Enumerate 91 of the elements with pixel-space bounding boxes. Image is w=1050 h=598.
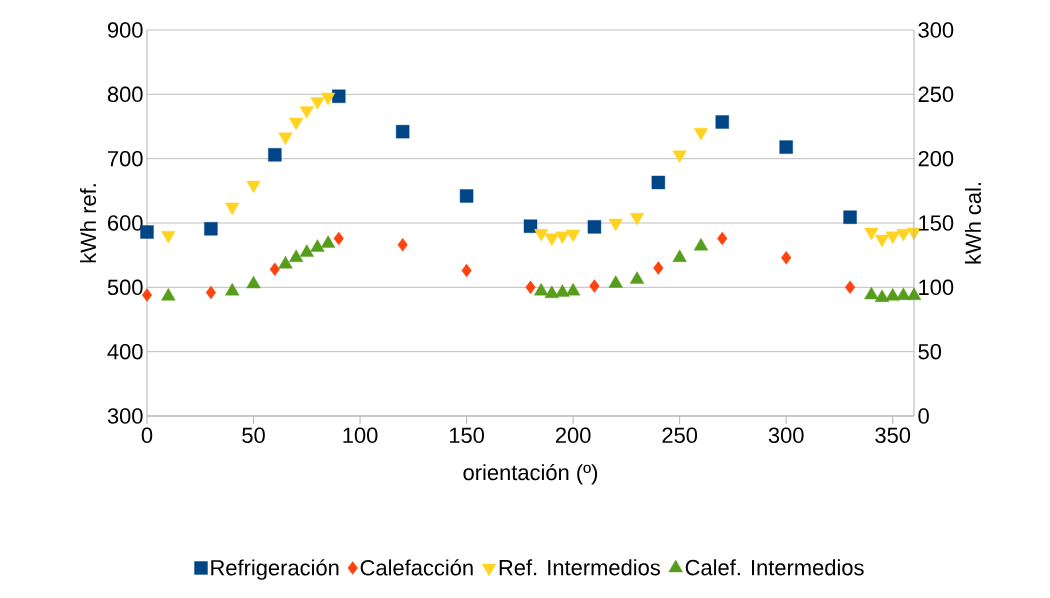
point bbox=[544, 233, 559, 246]
point bbox=[629, 271, 645, 284]
y2-tick-label: 250 bbox=[918, 86, 954, 103]
point bbox=[204, 222, 218, 236]
point bbox=[715, 115, 729, 129]
legend-label: Calefacción bbox=[360, 559, 473, 576]
point bbox=[278, 255, 293, 269]
x-tick-label: 0 bbox=[141, 427, 153, 444]
legend-label: Calef. Intermedios bbox=[685, 559, 864, 576]
point bbox=[565, 282, 581, 296]
x-tick-label: 300 bbox=[768, 427, 804, 444]
point bbox=[693, 237, 709, 251]
point bbox=[779, 140, 793, 154]
x-tick-label: 250 bbox=[662, 427, 698, 444]
y-tick-label: 300 bbox=[107, 408, 143, 424]
y-tick-label: 400 bbox=[107, 343, 143, 360]
point bbox=[161, 231, 176, 244]
y-tick-label: 700 bbox=[108, 150, 143, 167]
point bbox=[555, 231, 570, 245]
point bbox=[651, 175, 666, 190]
point bbox=[874, 289, 890, 302]
y2-tick-label: 200 bbox=[918, 150, 954, 167]
y-axis-title: kWh ref. bbox=[79, 184, 97, 263]
point bbox=[544, 285, 559, 298]
point bbox=[332, 89, 346, 103]
point bbox=[299, 244, 314, 257]
y2-tick-label: 150 bbox=[919, 215, 954, 231]
point bbox=[672, 249, 687, 262]
y-tick-label: 800 bbox=[107, 86, 143, 103]
point bbox=[864, 286, 879, 300]
point bbox=[629, 213, 645, 226]
x-tick-label: 350 bbox=[875, 427, 911, 444]
point bbox=[310, 239, 325, 252]
point bbox=[845, 280, 856, 295]
point bbox=[565, 229, 581, 243]
point bbox=[268, 148, 282, 162]
x-axis-title: orientación (º) bbox=[463, 463, 598, 485]
point bbox=[525, 280, 536, 295]
point bbox=[693, 128, 709, 141]
point bbox=[246, 180, 261, 194]
point bbox=[896, 229, 911, 242]
point bbox=[589, 279, 600, 293]
x-tick-label: 200 bbox=[555, 427, 591, 444]
point bbox=[608, 218, 623, 232]
point bbox=[874, 234, 890, 248]
point bbox=[885, 231, 900, 245]
point bbox=[289, 249, 304, 262]
point bbox=[141, 288, 153, 302]
point bbox=[320, 92, 336, 106]
point bbox=[333, 231, 344, 246]
x-tick-label: 150 bbox=[449, 427, 484, 444]
y2-tick-label: 0 bbox=[918, 408, 929, 424]
x-tick-label: 50 bbox=[242, 427, 265, 444]
point bbox=[781, 251, 792, 265]
point bbox=[555, 284, 570, 297]
point bbox=[896, 287, 911, 300]
legend-label: Refrigeración bbox=[211, 559, 339, 580]
y-tick-label: 500 bbox=[107, 279, 143, 296]
point bbox=[459, 189, 474, 203]
point bbox=[523, 219, 538, 233]
point bbox=[310, 97, 325, 110]
point bbox=[269, 262, 280, 277]
point bbox=[608, 275, 623, 288]
point bbox=[225, 202, 240, 216]
y-tick-label: 600 bbox=[108, 215, 143, 231]
y2-axis-title: kWh cal. bbox=[964, 183, 982, 264]
point bbox=[461, 263, 472, 278]
y2-tick-label: 50 bbox=[918, 343, 942, 360]
point bbox=[397, 238, 408, 252]
point bbox=[672, 150, 687, 163]
point bbox=[653, 261, 664, 275]
point bbox=[278, 132, 293, 145]
point bbox=[225, 282, 240, 296]
point bbox=[205, 285, 216, 300]
legend-label: Ref. Intermedios bbox=[499, 559, 660, 576]
x-tick-label: 100 bbox=[343, 427, 378, 444]
point bbox=[161, 288, 176, 301]
y2-tick-label: 300 bbox=[918, 22, 954, 38]
point bbox=[534, 229, 549, 242]
y2-tick-label: 100 bbox=[919, 279, 954, 296]
point bbox=[395, 124, 410, 139]
point bbox=[587, 220, 602, 234]
point bbox=[864, 227, 879, 241]
point bbox=[289, 117, 304, 131]
point bbox=[246, 275, 261, 289]
point bbox=[717, 231, 728, 246]
point bbox=[534, 282, 549, 296]
point bbox=[843, 210, 857, 224]
point bbox=[320, 235, 336, 248]
y-tick-label: 900 bbox=[107, 22, 143, 38]
point bbox=[299, 106, 314, 119]
